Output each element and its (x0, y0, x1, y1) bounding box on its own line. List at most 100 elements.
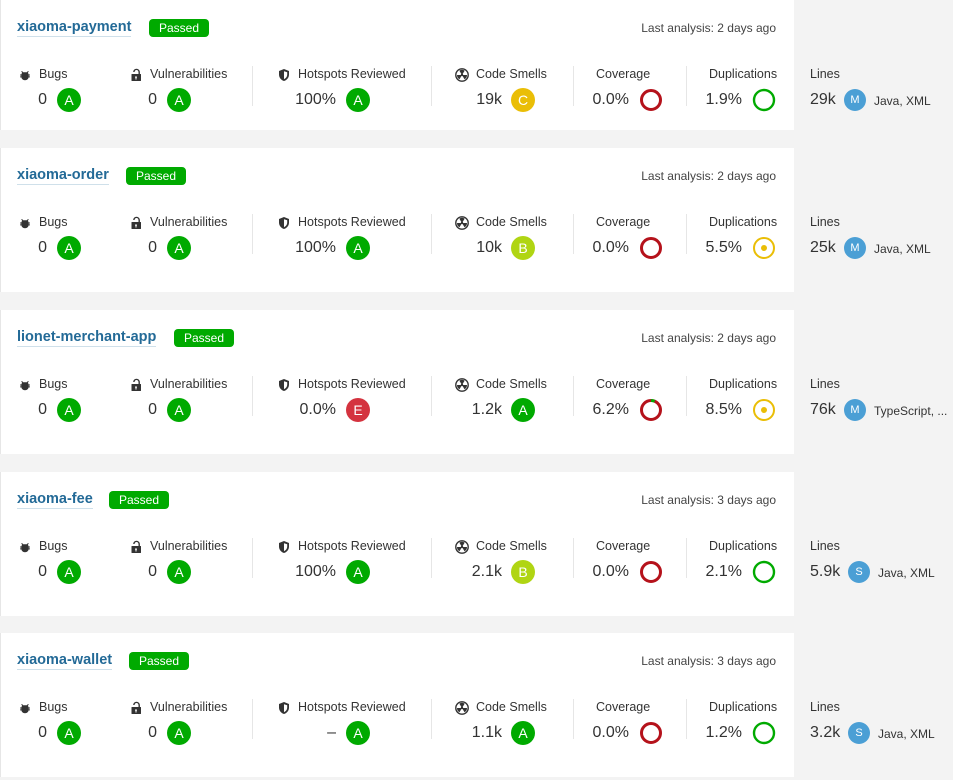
lines-label: Lines (810, 215, 840, 229)
code-smells-value[interactable]: 19k (476, 91, 502, 108)
card-gap (0, 453, 953, 471)
code-smells-icon (455, 216, 469, 230)
vulnerabilities-value[interactable]: 0 (148, 401, 157, 418)
duplications-value[interactable]: 2.1% (705, 563, 742, 580)
duplications-label: Duplications (709, 377, 778, 391)
code-smells-value[interactable]: 10k (476, 239, 502, 256)
shield-icon (277, 540, 291, 554)
coverage-value[interactable]: 0.0% (592, 563, 629, 580)
lines-panel (794, 472, 953, 616)
vulnerabilities-value[interactable]: 0 (148, 91, 157, 108)
duplications-chart-icon (752, 236, 776, 260)
lock-open-icon (129, 68, 143, 82)
hotspots-value[interactable]: 100% (295, 563, 336, 580)
languages-text: Java, XML (874, 242, 931, 256)
hotspots-value[interactable]: 100% (295, 239, 336, 256)
coverage-value[interactable]: 0.0% (592, 239, 629, 256)
lock-open-icon (129, 378, 143, 392)
lines-panel (794, 148, 953, 292)
project-name-link[interactable]: xiaoma-payment (17, 19, 132, 37)
hotspots-value[interactable]: 100% (295, 91, 336, 108)
code-smells-value[interactable]: 1.2k (471, 401, 502, 418)
languages-text: Java, XML (878, 566, 935, 580)
metric-divider (573, 699, 574, 739)
metric-divider (573, 66, 574, 106)
bugs-value[interactable]: 0 (38, 724, 47, 741)
project-name-link[interactable]: lionet-merchant-app (17, 329, 157, 347)
last-analysis-date: Last analysis: 2 days ago (641, 21, 776, 35)
coverage-chart-icon (639, 88, 663, 112)
rating-badge: A (57, 398, 81, 422)
hotspots-value[interactable]: – (327, 724, 336, 741)
coverage-chart-icon (639, 560, 663, 584)
coverage-label: Coverage (596, 700, 651, 714)
lock-open-icon (129, 701, 143, 715)
bug-icon (18, 68, 32, 82)
vulnerabilities-value[interactable]: 0 (148, 239, 157, 256)
vulnerabilities-value[interactable]: 0 (148, 724, 157, 741)
duplications-value[interactable]: 1.9% (705, 91, 742, 108)
coverage-label: Coverage (596, 377, 651, 391)
code-smells-label: Code Smells (476, 700, 547, 714)
metric-divider (252, 376, 253, 416)
vulnerabilities-label: Vulnerabilities (150, 539, 228, 553)
project-name-link[interactable]: xiaoma-order (17, 167, 109, 185)
coverage-value[interactable]: 6.2% (592, 401, 629, 418)
rating-badge: A (346, 560, 370, 584)
rating-badge: A (511, 721, 535, 745)
rating-badge: A (57, 236, 81, 260)
code-smells-label: Code Smells (476, 377, 547, 391)
bug-icon (18, 378, 32, 392)
project-card: xiaoma-fee Passed Last analysis: 3 days ag… (0, 472, 953, 616)
code-smells-icon (455, 68, 469, 82)
bugs-value[interactable]: 0 (38, 563, 47, 580)
coverage-chart-icon (639, 721, 663, 745)
lines-value: 3.2k (810, 724, 841, 741)
last-analysis-date: Last analysis: 3 days ago (641, 654, 776, 668)
quality-gate-badge: Passed (109, 491, 170, 509)
lines-label: Lines (810, 377, 840, 391)
duplications-label: Duplications (709, 215, 778, 229)
quality-gate-badge: Passed (174, 329, 235, 347)
vulnerabilities-value[interactable]: 0 (148, 563, 157, 580)
rating-badge: A (167, 560, 191, 584)
shield-icon (277, 68, 291, 82)
last-analysis-date: Last analysis: 3 days ago (641, 493, 776, 507)
bugs-value[interactable]: 0 (38, 91, 47, 108)
hotspots-label: Hotspots Reviewed (298, 539, 406, 553)
metric-divider (252, 699, 253, 739)
last-analysis-date: Last analysis: 2 days ago (641, 331, 776, 345)
size-avatar: S (848, 561, 870, 583)
duplications-chart-icon (752, 398, 776, 422)
bug-icon (18, 701, 32, 715)
coverage-chart-icon (639, 236, 663, 260)
duplications-value[interactable]: 8.5% (705, 401, 742, 418)
rating-badge: A (57, 721, 81, 745)
duplications-value[interactable]: 1.2% (705, 724, 742, 741)
project-name-link[interactable]: xiaoma-wallet (17, 652, 113, 670)
bugs-value[interactable]: 0 (38, 239, 47, 256)
metric-divider (252, 66, 253, 106)
quality-gate-badge: Passed (129, 652, 190, 670)
rating-badge: A (346, 236, 370, 260)
coverage-label: Coverage (596, 67, 651, 81)
lines-label: Lines (810, 67, 840, 81)
languages-text: TypeScript, ... (874, 404, 948, 418)
code-smells-value[interactable]: 2.1k (471, 563, 502, 580)
duplications-value[interactable]: 5.5% (705, 239, 742, 256)
code-smells-label: Code Smells (476, 67, 547, 81)
lines-value: 5.9k (810, 563, 841, 580)
hotspots-value[interactable]: 0.0% (299, 401, 336, 418)
metric-divider (686, 376, 687, 416)
lines-label: Lines (810, 539, 840, 553)
hotspots-label: Hotspots Reviewed (298, 377, 406, 391)
metric-divider (431, 66, 432, 106)
bugs-value[interactable]: 0 (38, 401, 47, 418)
coverage-value[interactable]: 0.0% (592, 91, 629, 108)
coverage-value[interactable]: 0.0% (592, 724, 629, 741)
project-card: lionet-merchant-app Passed Last analysis: … (0, 310, 953, 454)
code-smells-value[interactable]: 1.1k (471, 724, 502, 741)
project-name-link[interactable]: xiaoma-fee (17, 491, 93, 509)
quality-gate-badge: Passed (149, 19, 210, 37)
rating-badge: A (346, 721, 370, 745)
